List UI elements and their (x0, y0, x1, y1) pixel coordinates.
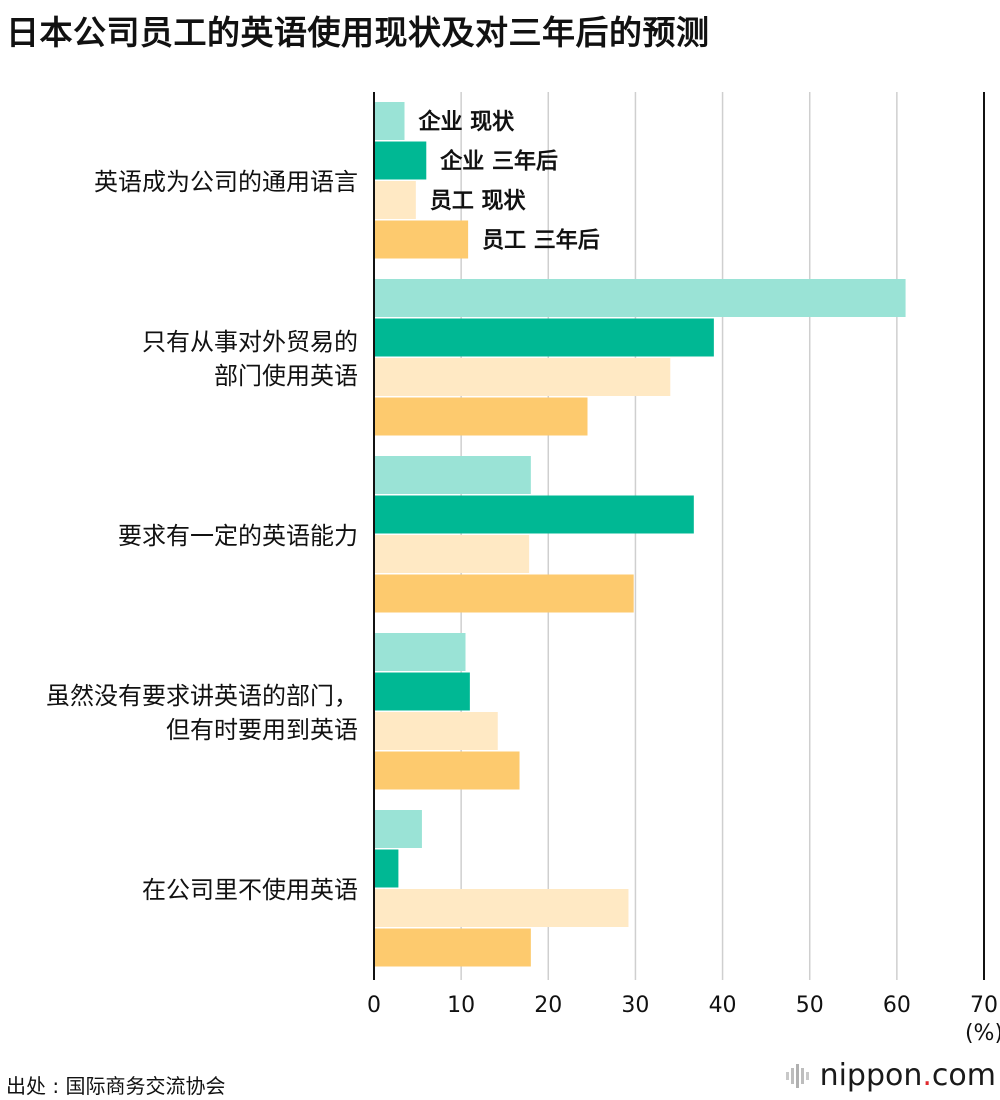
bar (374, 574, 634, 613)
category-label: 在公司里不使用英语 (142, 876, 358, 904)
unit-label: (%) (965, 1021, 1000, 1046)
bar (374, 672, 470, 711)
category-label: 要求有一定的英语能力 (118, 522, 358, 550)
bar (374, 102, 405, 140)
legend-label: 企业 三年后 (439, 149, 558, 175)
category-label: 但有时要用到英语 (166, 716, 358, 744)
bar (374, 751, 520, 790)
logo-bars-icon (785, 1063, 809, 1088)
legend-label: 企业 现状 (418, 109, 516, 135)
category-label: 虽然没有要求讲英语的部门， (46, 682, 358, 710)
bar (374, 358, 671, 396)
logo-dot: . (922, 1058, 932, 1093)
bar (374, 810, 422, 848)
tick-label: 60 (883, 993, 911, 1018)
bar (374, 456, 531, 494)
legend-label: 员工 三年后 (482, 228, 600, 254)
category-label: 部门使用英语 (214, 362, 358, 390)
bar (374, 279, 906, 317)
bar (374, 397, 588, 436)
bar (374, 318, 714, 357)
nippon-logo: nippon. com (785, 1058, 996, 1093)
legend-label: 员工 现状 (430, 189, 527, 214)
logo-suffix: com (931, 1058, 996, 1093)
category-label: 只有从事对外贸易的 (142, 328, 358, 356)
tick-label: 20 (534, 993, 562, 1018)
bar (374, 928, 531, 967)
bar (374, 495, 694, 534)
tick-label: 10 (447, 993, 475, 1018)
bar (374, 889, 629, 927)
bar (374, 633, 466, 671)
bar (374, 141, 427, 180)
tick-label: 50 (796, 993, 824, 1018)
source-note: 出处 : 国际商务交流协会 (6, 1074, 226, 1098)
bar (374, 220, 469, 259)
bar (374, 535, 530, 573)
bar (374, 712, 498, 750)
chart-title: 日本公司员工的英语使用现状及对三年后的预测 (6, 13, 710, 52)
tick-label: 0 (367, 993, 381, 1018)
bar (374, 181, 416, 219)
bar (374, 849, 399, 888)
logo-name: nippon (819, 1058, 923, 1093)
category-label: 英语成为公司的通用语言 (94, 168, 358, 196)
tick-label: 30 (621, 993, 649, 1018)
tick-label: 70 (970, 993, 998, 1018)
tick-label: 40 (709, 993, 737, 1018)
